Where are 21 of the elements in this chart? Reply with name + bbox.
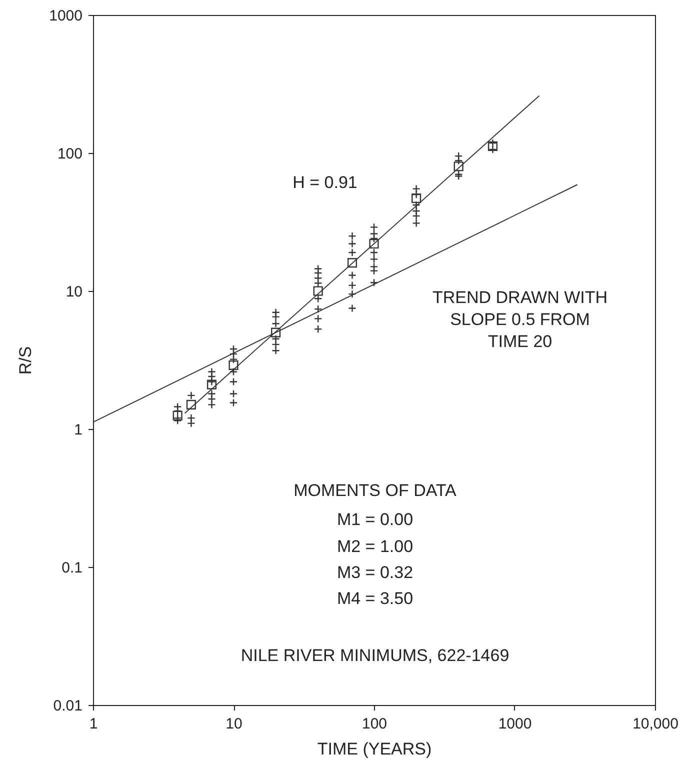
y-tick-label: 100	[57, 146, 82, 162]
x-tick-label: 1000	[498, 716, 532, 732]
x-tick-label: 1	[89, 716, 98, 732]
x-tick-label: 100	[362, 716, 388, 732]
annotation: M4 = 3.50	[336, 589, 414, 608]
annotation: M2 = 1.00	[336, 537, 414, 556]
x-axis-title: TIME (YEARS)	[317, 740, 432, 758]
y-tick-label: 10	[66, 284, 82, 300]
y-tick-label: 0.1	[62, 560, 82, 576]
y-axis-title: R/S	[16, 346, 36, 375]
y-tick-label: 1000	[49, 8, 82, 24]
annotation: TREND DRAWN WITH SLOPE 0.5 FROM TIME 20	[432, 288, 608, 351]
annotation: H = 0.91	[292, 173, 358, 192]
annotation: M1 = 0.00	[336, 510, 414, 529]
x-tick-label: 10,000	[632, 716, 678, 732]
annotation: NILE RIVER MINIMUMS, 622-1469	[240, 646, 510, 665]
annotation: M3 = 0.32	[336, 563, 414, 582]
annotation: MOMENTS OF DATA	[294, 481, 458, 500]
y-tick-label: 0.01	[53, 698, 82, 714]
x-tick-label: 10	[226, 716, 242, 732]
y-tick-label: 1	[74, 422, 82, 438]
